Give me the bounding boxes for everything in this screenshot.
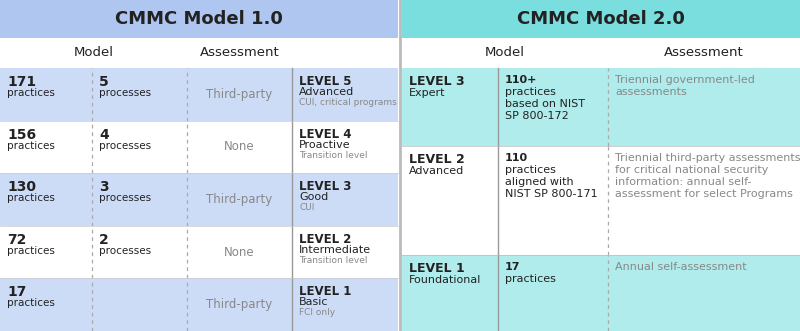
Bar (402, 38, 800, 68)
Bar (402, 255, 800, 331)
Text: CUI: CUI (299, 203, 314, 212)
Text: 171: 171 (7, 75, 36, 89)
Text: 110+: 110+ (505, 75, 538, 85)
Text: CMMC Model 2.0: CMMC Model 2.0 (517, 10, 685, 28)
Text: LEVEL 1: LEVEL 1 (409, 262, 465, 275)
Text: Basic: Basic (299, 297, 329, 307)
Text: processes: processes (99, 246, 151, 256)
Text: for critical national security: for critical national security (615, 165, 768, 174)
Text: practices: practices (7, 88, 55, 98)
Text: Third-party: Third-party (206, 298, 273, 311)
Text: None: None (224, 246, 255, 259)
Text: Third-party: Third-party (206, 193, 273, 206)
Bar (402, 146, 800, 255)
Text: Assessment: Assessment (664, 46, 744, 60)
Text: Assessment: Assessment (200, 46, 279, 60)
Bar (0, 38, 398, 68)
Text: processes: processes (99, 141, 151, 151)
Text: Annual self-assessment: Annual self-assessment (615, 262, 746, 272)
Text: LEVEL 4: LEVEL 4 (299, 127, 351, 141)
Text: CUI, critical programs: CUI, critical programs (299, 98, 397, 107)
Text: LEVEL 2: LEVEL 2 (409, 153, 465, 166)
Text: 72: 72 (7, 233, 26, 247)
Bar (0, 173, 398, 226)
Text: Triennial third-party assessments: Triennial third-party assessments (615, 153, 800, 163)
Text: Good: Good (299, 192, 328, 202)
Text: LEVEL 3: LEVEL 3 (299, 180, 351, 193)
Text: 5: 5 (99, 75, 109, 89)
Bar (0, 68, 398, 120)
Text: practices: practices (7, 193, 55, 203)
Text: CMMC Model 1.0: CMMC Model 1.0 (115, 10, 283, 28)
Bar (0, 226, 398, 278)
Text: based on NIST: based on NIST (505, 99, 585, 109)
Text: aligned with: aligned with (505, 176, 574, 187)
Text: processes: processes (99, 88, 151, 98)
Text: Transition level: Transition level (299, 151, 367, 160)
Text: practices: practices (7, 246, 55, 256)
Text: information: annual self-: information: annual self- (615, 176, 751, 187)
Text: SP 800-172: SP 800-172 (505, 111, 569, 121)
Text: Proactive: Proactive (299, 140, 350, 150)
Text: LEVEL 1: LEVEL 1 (299, 285, 351, 299)
Bar (0, 120, 398, 173)
Text: 156: 156 (7, 127, 36, 142)
Text: Model: Model (485, 46, 525, 60)
Text: Intermediate: Intermediate (299, 245, 371, 255)
Text: 4: 4 (99, 127, 109, 142)
Text: practices: practices (505, 87, 556, 97)
Text: LEVEL 3: LEVEL 3 (409, 75, 465, 88)
Bar (0, 0, 398, 38)
Text: 110: 110 (505, 153, 528, 163)
Text: assessments: assessments (615, 87, 686, 97)
Bar (402, 0, 800, 38)
Bar (0, 278, 398, 331)
Text: processes: processes (99, 193, 151, 203)
Text: Advanced: Advanced (299, 87, 354, 97)
Text: practices: practices (505, 274, 556, 284)
Text: Expert: Expert (409, 88, 446, 98)
Text: Third-party: Third-party (206, 88, 273, 101)
Text: Foundational: Foundational (409, 275, 482, 285)
Text: 2: 2 (99, 233, 109, 247)
Text: practices: practices (7, 299, 55, 308)
Text: 17: 17 (7, 285, 26, 300)
Text: Model: Model (74, 46, 114, 60)
Text: Triennial government-led: Triennial government-led (615, 75, 755, 85)
Text: 17: 17 (505, 262, 521, 272)
Text: None: None (224, 140, 255, 153)
Text: NIST SP 800-171: NIST SP 800-171 (505, 189, 598, 199)
Text: LEVEL 2: LEVEL 2 (299, 233, 351, 246)
Text: assessment for select Programs: assessment for select Programs (615, 189, 793, 199)
Text: 3: 3 (99, 180, 109, 194)
Text: Advanced: Advanced (409, 166, 464, 175)
Text: Transition level: Transition level (299, 256, 367, 265)
Text: 130: 130 (7, 180, 36, 194)
Text: FCI only: FCI only (299, 308, 335, 317)
Bar (402, 68, 800, 146)
Text: practices: practices (7, 141, 55, 151)
Text: practices: practices (505, 165, 556, 174)
Text: LEVEL 5: LEVEL 5 (299, 75, 351, 88)
